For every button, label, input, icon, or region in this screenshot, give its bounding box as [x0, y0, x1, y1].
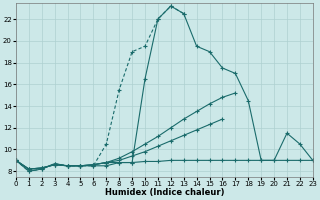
X-axis label: Humidex (Indice chaleur): Humidex (Indice chaleur): [105, 188, 224, 197]
